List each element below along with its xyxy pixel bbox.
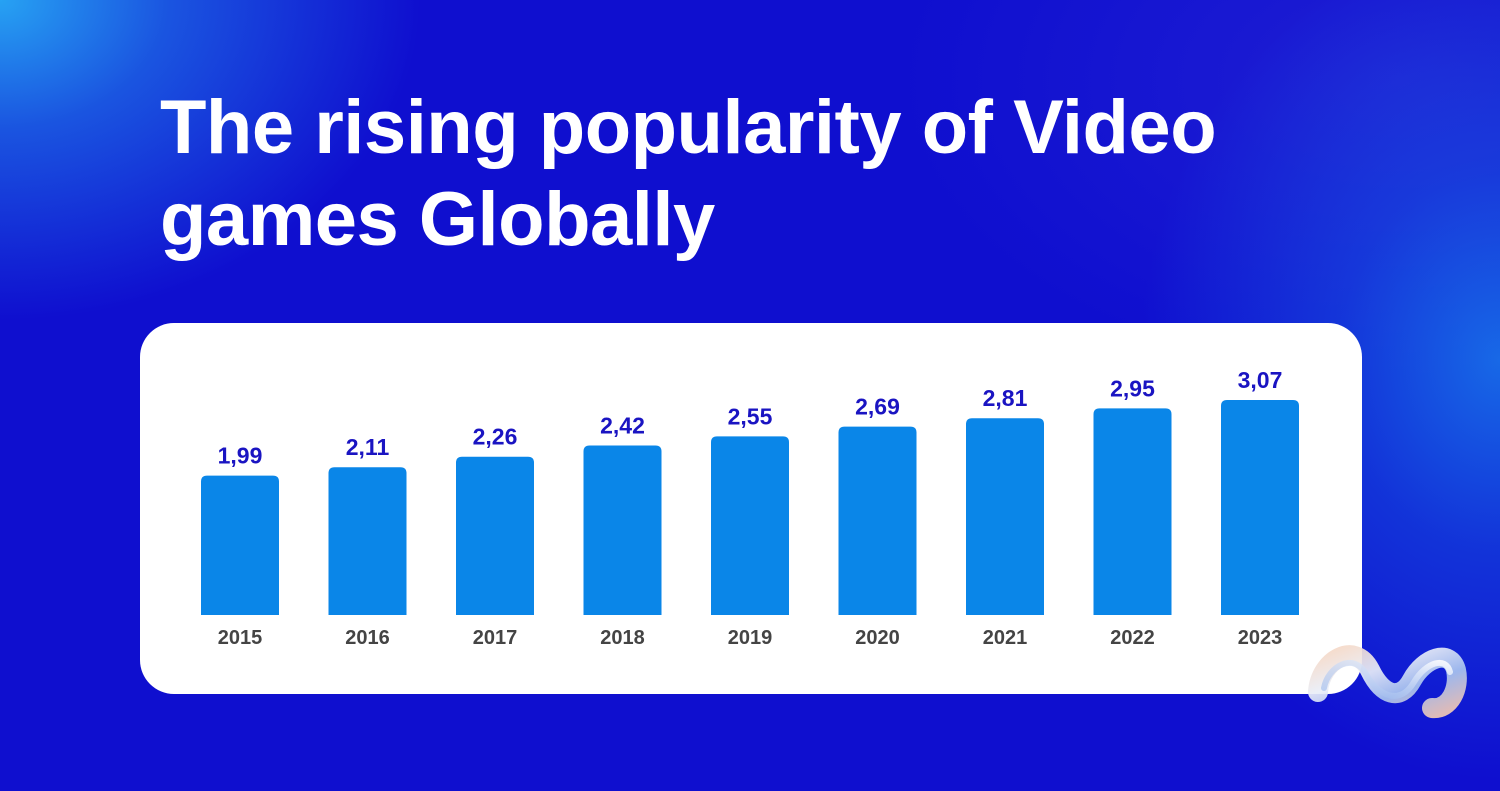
bar-2017 [456, 456, 534, 615]
x-tick-label-2017: 2017 [473, 627, 518, 649]
value-label-2018: 2,42 [600, 413, 645, 439]
bar-2018 [583, 445, 662, 615]
bar-2019 [711, 436, 789, 615]
x-tick-label-2020: 2020 [855, 627, 900, 649]
x-tick-label-2022: 2022 [1110, 627, 1155, 649]
bar-2015 [201, 475, 279, 615]
value-label-2017: 2,26 [473, 424, 518, 450]
value-label-2023: 3,07 [1238, 367, 1283, 393]
x-tick-label-2018: 2018 [600, 627, 645, 649]
value-label-2022: 2,95 [1110, 375, 1155, 401]
bar-2016 [328, 467, 407, 615]
x-tick-label-2019: 2019 [728, 627, 773, 649]
x-tick-label-2023: 2023 [1238, 627, 1283, 649]
x-tick-label-2021: 2021 [983, 627, 1028, 649]
bar-chart: 1,99 2015 2,11 2016 2,26 2017 2,42 2018 2,55 2019… [140, 323, 1362, 694]
x-tick-label-2016: 2016 [345, 627, 390, 649]
value-label-2021: 2,81 [983, 385, 1028, 411]
value-label-2019: 2,55 [728, 403, 773, 429]
bar-2022 [1093, 408, 1172, 615]
value-label-2016: 2,11 [346, 434, 390, 460]
page-title: The rising popularity of Video games Glo… [160, 85, 1217, 262]
value-label-2020: 2,69 [855, 394, 900, 420]
value-label-2015: 1,99 [218, 443, 263, 469]
bar-2023 [1221, 400, 1299, 615]
glass-ribbon-decoration [1308, 645, 1467, 718]
x-tick-label-2015: 2015 [218, 627, 263, 649]
bar-2020 [838, 426, 917, 615]
bar-2021 [966, 418, 1044, 615]
